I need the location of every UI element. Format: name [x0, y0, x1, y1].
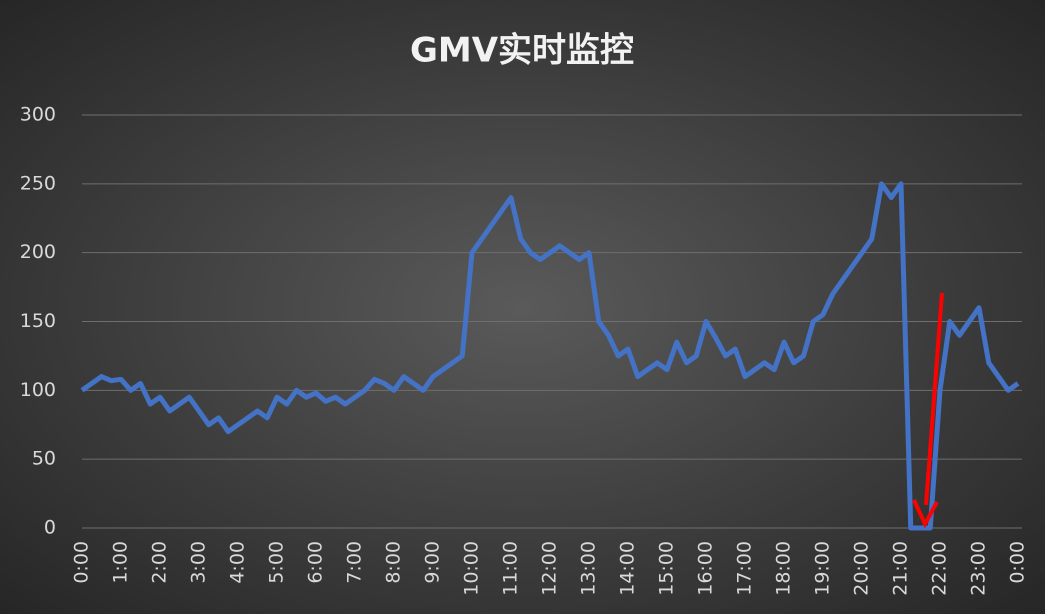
x-tick-label: 19:00 [812, 541, 834, 596]
x-tick-label: 8:00 [383, 541, 405, 584]
arrow-head [912, 499, 939, 529]
x-tick-label: 16:00 [695, 541, 717, 596]
x-tick-label: 3:00 [188, 541, 210, 584]
y-tick-label: 50 [32, 448, 56, 470]
x-tick-label: 10:00 [461, 541, 483, 596]
x-tick-label: 5:00 [266, 541, 288, 584]
x-tick-label: 0:00 [71, 541, 93, 584]
x-tick-label: 12:00 [539, 541, 561, 596]
x-tick-label: 20:00 [851, 541, 873, 596]
x-tick-label: 2:00 [149, 541, 171, 584]
x-tick-label: 0:00 [1007, 541, 1029, 584]
x-tick-label: 22:00 [929, 541, 951, 596]
x-tick-label: 4:00 [227, 541, 249, 584]
y-tick-label: 300 [20, 104, 56, 126]
x-tick-label: 18:00 [773, 541, 795, 596]
y-tick-label: 0 [44, 517, 56, 539]
data-line [80, 181, 1020, 531]
y-tick-label: 150 [20, 310, 56, 332]
x-tick-label: 14:00 [617, 541, 639, 596]
x-tick-label: 21:00 [890, 541, 912, 596]
x-tick-label: 23:00 [968, 541, 990, 596]
x-tick-label: 9:00 [422, 541, 444, 584]
x-tick-label: 11:00 [500, 541, 522, 596]
x-tick-label: 1:00 [110, 541, 132, 584]
y-tick-label: 100 [20, 379, 56, 401]
x-tick-label: 13:00 [578, 541, 600, 596]
annotation-arrow [912, 292, 944, 529]
plot-area: 0 50 100 150 200 250 300 0:00 1:00 2:00 3:00 4:00 5:… [20, 104, 1029, 596]
y-tick-label: 200 [20, 241, 56, 263]
chart-title: GMV实时监控 [410, 31, 634, 71]
y-tick-label: 250 [20, 172, 56, 194]
x-tick-label: 15:00 [656, 541, 678, 596]
arrow-shaft [924, 292, 944, 506]
x-tick-label: 17:00 [734, 541, 756, 596]
x-tick-label: 6:00 [305, 541, 327, 584]
x-tick-label: 7:00 [344, 541, 366, 584]
